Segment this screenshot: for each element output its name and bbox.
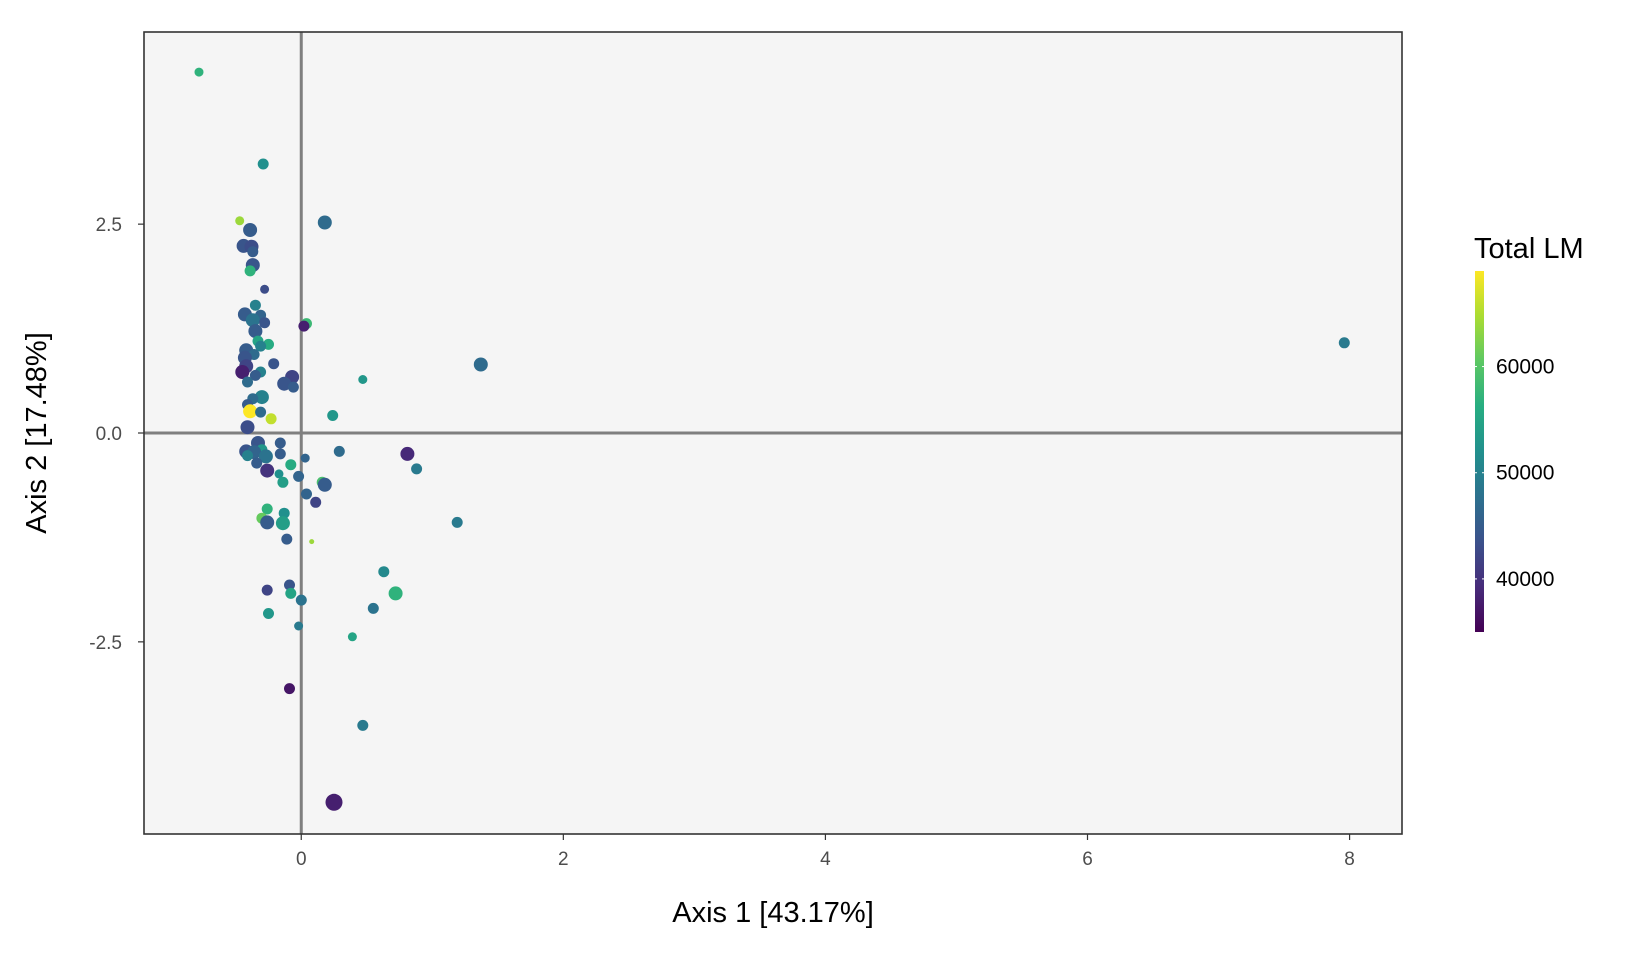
- data-point: [347, 632, 357, 642]
- data-point: [260, 515, 275, 530]
- legend-colorbar: [1475, 271, 1484, 632]
- data-point: [309, 539, 315, 545]
- data-point: [294, 621, 304, 631]
- data-point: [333, 445, 345, 457]
- data-point: [278, 507, 290, 519]
- data-point: [298, 320, 310, 332]
- data-point: [244, 265, 256, 277]
- data-point: [235, 365, 250, 379]
- x-tick-label: 2: [558, 849, 569, 870]
- data-point: [301, 488, 312, 500]
- data-point: [411, 463, 423, 475]
- data-point: [400, 446, 415, 461]
- x-axis: 0 2 4 6 8: [296, 834, 1355, 870]
- data-point: [194, 67, 204, 77]
- data-point: [248, 324, 263, 339]
- data-point: [255, 406, 267, 418]
- data-point: [275, 516, 290, 531]
- data-point: [274, 437, 286, 449]
- x-tick-label: 4: [820, 849, 831, 870]
- legend-title: Total LM: [1474, 233, 1584, 265]
- x-tick-label: 0: [296, 849, 307, 870]
- data-point: [357, 719, 369, 731]
- data-point: [261, 584, 273, 596]
- color-legend: Total LM 40000 50000 60000: [1474, 233, 1584, 632]
- data-point: [243, 404, 258, 419]
- y-axis: 2.5 0.0 -2.5: [89, 215, 144, 654]
- data-point: [1338, 337, 1350, 349]
- data-point: [259, 317, 271, 329]
- data-point: [378, 566, 390, 578]
- data-point: [277, 476, 289, 488]
- y-tick-label: 2.5: [96, 215, 122, 236]
- data-point: [263, 608, 274, 619]
- data-point: [285, 587, 297, 599]
- data-point: [284, 683, 295, 695]
- data-point: [260, 284, 270, 294]
- reference-lines: [144, 32, 1402, 834]
- data-point: [249, 299, 261, 311]
- data-point: [242, 450, 253, 462]
- data-point: [287, 381, 299, 393]
- x-tick-label: 6: [1082, 849, 1093, 870]
- data-point: [281, 533, 293, 545]
- data-point: [285, 459, 297, 471]
- data-point: [255, 340, 267, 352]
- x-axis-title: Axis 1 [43.17%]: [672, 897, 874, 929]
- data-point: [247, 246, 259, 258]
- data-point: [473, 357, 488, 372]
- data-point: [258, 449, 273, 464]
- data-point: [317, 215, 332, 230]
- legend-tick-label: 60000: [1496, 356, 1554, 379]
- data-point: [310, 496, 322, 508]
- data-point: [284, 579, 295, 591]
- data-point: [249, 369, 261, 381]
- data-point: [257, 158, 269, 170]
- data-point: [274, 469, 284, 479]
- data-point: [242, 376, 253, 388]
- data-point: [254, 390, 269, 405]
- legend-ticks: 40000 50000 60000: [1475, 356, 1554, 591]
- data-point: [251, 457, 263, 469]
- data-point: [265, 413, 277, 425]
- data-point: [327, 410, 339, 421]
- data-point: [245, 313, 260, 328]
- x-tick-label: 8: [1344, 849, 1355, 870]
- data-point: [293, 470, 305, 482]
- data-point: [325, 793, 343, 811]
- data-point: [300, 453, 310, 463]
- data-point: [295, 594, 307, 606]
- data-points: [194, 67, 1350, 811]
- data-point: [388, 586, 403, 601]
- data-point: [274, 448, 286, 460]
- data-point: [235, 216, 245, 226]
- y-tick-label: -2.5: [89, 633, 122, 654]
- y-tick-label: 0.0: [96, 424, 122, 445]
- y-axis-title: Axis 2 [17.48%]: [21, 332, 53, 534]
- data-point: [367, 602, 379, 614]
- data-point: [240, 420, 255, 435]
- data-point: [261, 503, 273, 515]
- data-point: [243, 223, 258, 237]
- data-point: [268, 358, 280, 370]
- data-point: [277, 376, 292, 391]
- data-point: [260, 463, 275, 478]
- legend-tick-label: 50000: [1496, 462, 1554, 485]
- data-point: [317, 477, 332, 492]
- data-point: [358, 375, 368, 384]
- legend-tick-label: 40000: [1496, 568, 1554, 591]
- data-point: [451, 516, 463, 528]
